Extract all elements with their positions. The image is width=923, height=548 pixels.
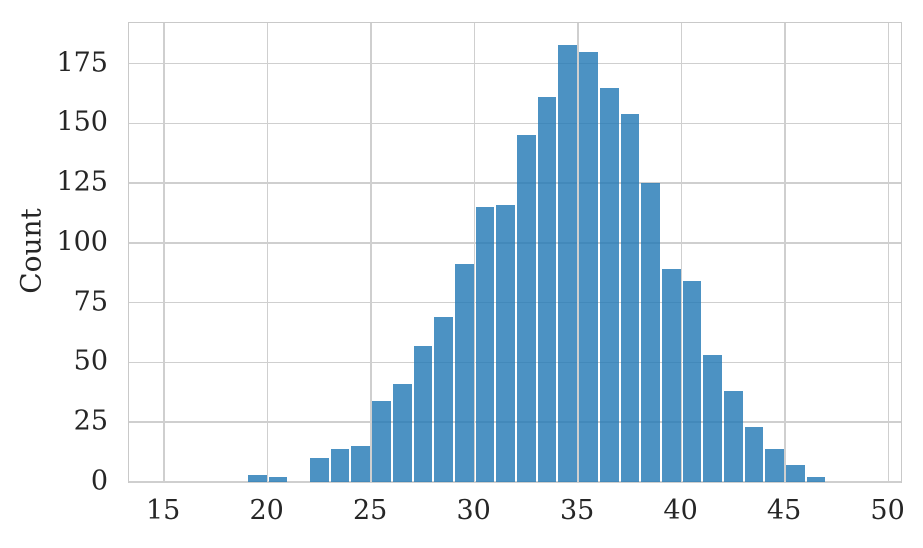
- histogram-bar: [661, 269, 681, 482]
- y-tick-label: 50: [73, 345, 108, 377]
- y-gridline: [129, 481, 901, 483]
- histogram-bar: [765, 448, 785, 482]
- histogram-bar: [558, 44, 578, 482]
- x-tick-label: 50: [870, 495, 905, 526]
- x-gridline: [266, 23, 269, 482]
- histogram-bar: [620, 113, 640, 482]
- x-tick-label: 15: [145, 495, 181, 526]
- histogram-bar: [475, 207, 495, 482]
- x-gridline: [680, 23, 683, 482]
- histogram-bar: [537, 97, 557, 482]
- x-gridline: [887, 23, 890, 482]
- y-tick-label: 125: [56, 166, 108, 198]
- y-tick-label: 0: [90, 465, 108, 497]
- histogram-bar: [310, 458, 329, 482]
- x-tick-label: 20: [249, 495, 284, 526]
- histogram-bar: [579, 51, 598, 482]
- y-axis-label: Count: [14, 208, 48, 294]
- y-tick-label: 25: [73, 405, 108, 437]
- histogram-bar: [806, 477, 826, 482]
- histogram-bar: [724, 391, 743, 482]
- histogram-bar: [351, 446, 371, 482]
- histogram-bar: [599, 87, 619, 482]
- x-gridline: [370, 23, 372, 482]
- histogram-bar: [454, 264, 474, 482]
- x-tick-label: 40: [663, 495, 698, 526]
- histogram-bar: [268, 477, 288, 482]
- histogram-bar: [413, 345, 433, 482]
- x-tick-label: 30: [456, 495, 491, 526]
- y-tick-label: 150: [56, 106, 108, 138]
- x-tick-label: 45: [766, 495, 802, 526]
- y-gridline: [129, 62, 901, 65]
- histogram-bar: [247, 474, 267, 482]
- x-tick-label: 35: [559, 495, 595, 526]
- histogram-bar: [372, 400, 391, 482]
- histogram-bar: [682, 281, 702, 482]
- x-tick-label: 25: [352, 495, 388, 526]
- histogram-bar: [330, 448, 350, 482]
- y-gridline: [129, 122, 901, 125]
- x-gridline: [163, 23, 165, 482]
- y-tick-label: 75: [73, 286, 108, 318]
- x-gridline: [577, 23, 579, 482]
- y-tick-label: 175: [56, 47, 108, 79]
- histogram-bar: [496, 204, 516, 482]
- histogram-bar: [434, 317, 453, 482]
- histogram-bar: [641, 183, 660, 482]
- y-gridline: [129, 182, 901, 184]
- histogram-bar: [786, 465, 805, 482]
- histogram-bar: [517, 135, 536, 482]
- x-gridline: [473, 23, 476, 482]
- plot-area: [128, 22, 902, 483]
- x-gridline: [784, 23, 786, 482]
- y-tick-label: 100: [56, 226, 108, 258]
- histogram-bar: [744, 427, 764, 482]
- histogram-bar: [392, 383, 412, 482]
- histogram-bar: [703, 355, 722, 482]
